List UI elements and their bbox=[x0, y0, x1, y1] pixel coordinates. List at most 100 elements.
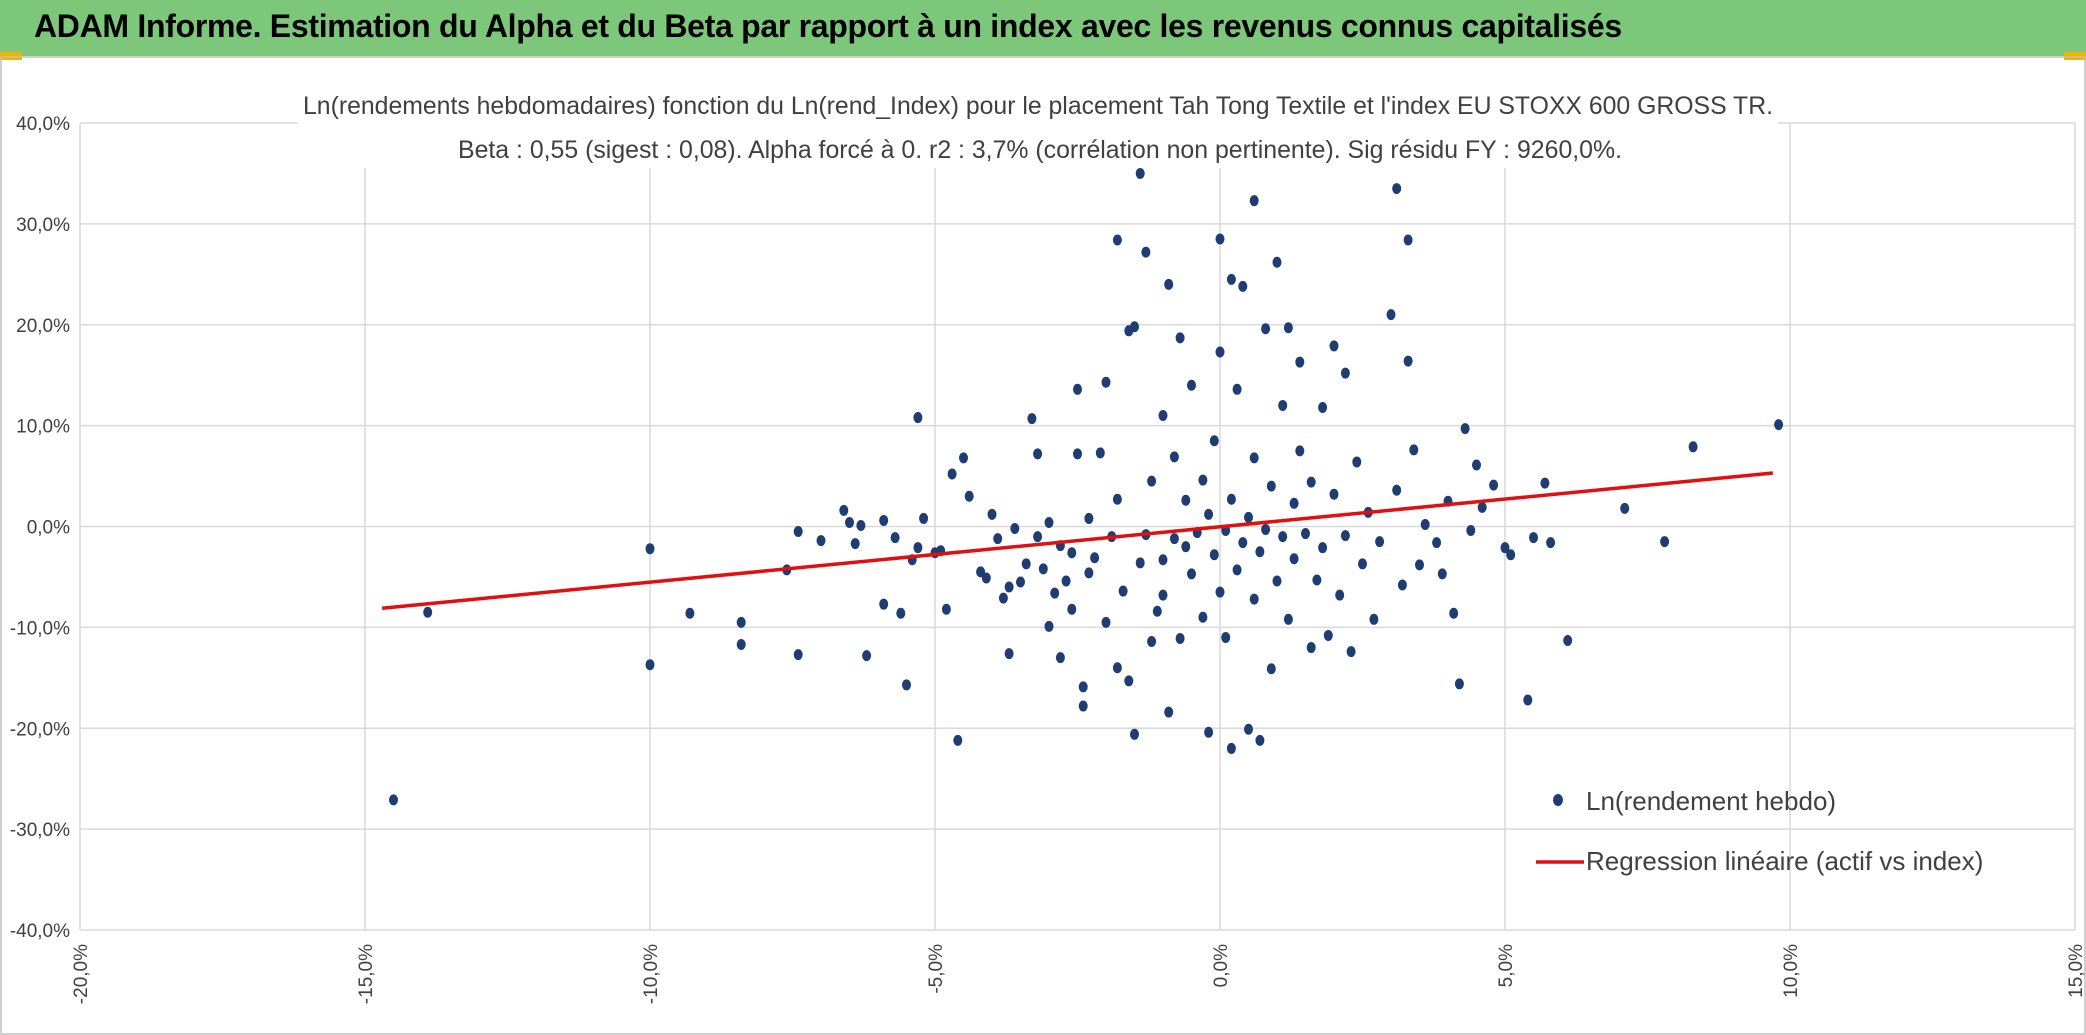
data-point bbox=[1209, 435, 1219, 447]
data-point bbox=[1090, 552, 1100, 564]
data-point bbox=[856, 519, 866, 531]
data-point bbox=[1244, 511, 1253, 523]
data-point bbox=[1101, 376, 1111, 388]
data-point bbox=[1249, 195, 1259, 207]
data-point bbox=[1500, 542, 1510, 554]
data-point bbox=[902, 679, 911, 691]
y-tick-label: -40,0% bbox=[10, 921, 70, 942]
data-point bbox=[1397, 579, 1407, 591]
data-point bbox=[1101, 616, 1111, 628]
x-tick-label: -20,0% bbox=[71, 944, 92, 1004]
y-tick-label: 20,0% bbox=[16, 316, 70, 337]
data-point bbox=[1266, 663, 1276, 675]
data-point bbox=[1112, 662, 1122, 674]
data-point bbox=[1323, 629, 1333, 641]
data-point bbox=[1266, 480, 1276, 492]
data-point bbox=[1118, 585, 1128, 597]
data-point bbox=[1272, 256, 1282, 268]
data-point bbox=[1529, 532, 1538, 544]
data-point bbox=[1067, 603, 1077, 615]
data-point bbox=[1335, 589, 1345, 601]
data-point bbox=[1004, 648, 1014, 660]
y-tick-label: 40,0% bbox=[16, 114, 70, 135]
data-point bbox=[1204, 726, 1214, 738]
data-point bbox=[1055, 652, 1065, 664]
data-point bbox=[1141, 246, 1151, 258]
data-point bbox=[1386, 309, 1396, 321]
data-point bbox=[1420, 518, 1430, 530]
data-point bbox=[1158, 410, 1168, 422]
data-point bbox=[1301, 528, 1310, 540]
data-point bbox=[1289, 553, 1299, 565]
data-point bbox=[941, 603, 951, 615]
data-point bbox=[1158, 554, 1168, 566]
data-point bbox=[1403, 355, 1413, 367]
data-point bbox=[1403, 234, 1413, 246]
data-point bbox=[1124, 675, 1134, 687]
data-point bbox=[645, 659, 655, 671]
data-point bbox=[1295, 445, 1305, 457]
data-point bbox=[1660, 536, 1670, 548]
data-point bbox=[1261, 323, 1271, 335]
data-point bbox=[793, 649, 803, 661]
x-tick-label: -15,0% bbox=[356, 944, 377, 1004]
legend-marker-scatter bbox=[1553, 794, 1563, 806]
data-point bbox=[1027, 413, 1037, 425]
data-point bbox=[736, 616, 746, 628]
data-point bbox=[1466, 525, 1476, 537]
data-point bbox=[1306, 642, 1316, 654]
data-point bbox=[1164, 706, 1174, 718]
data-point bbox=[1198, 611, 1208, 623]
x-tick-label: 0,0% bbox=[1211, 944, 1232, 987]
data-point bbox=[1175, 632, 1185, 644]
x-tick-label: 15,0% bbox=[2066, 944, 2086, 998]
data-point bbox=[1244, 723, 1253, 735]
data-point bbox=[850, 538, 860, 550]
data-point bbox=[862, 650, 872, 662]
data-point bbox=[1289, 497, 1299, 509]
data-point bbox=[993, 533, 1003, 545]
data-point bbox=[913, 542, 923, 554]
data-point bbox=[1477, 501, 1487, 513]
y-tick-label: -20,0% bbox=[10, 719, 70, 740]
data-point bbox=[1021, 558, 1031, 570]
data-point bbox=[1283, 613, 1293, 625]
data-point bbox=[1540, 477, 1550, 489]
data-point bbox=[1226, 273, 1236, 285]
data-point bbox=[423, 606, 433, 618]
data-point bbox=[1523, 694, 1533, 706]
data-point bbox=[964, 490, 974, 502]
data-point bbox=[896, 607, 906, 619]
data-point bbox=[1238, 280, 1248, 292]
data-point bbox=[1392, 183, 1402, 195]
data-point bbox=[1375, 536, 1385, 548]
data-point bbox=[1432, 537, 1442, 549]
data-point bbox=[1033, 531, 1043, 543]
data-point bbox=[1044, 516, 1054, 528]
data-point bbox=[1340, 530, 1350, 542]
legend-label-line: Regression linéaire (actif vs index) bbox=[1586, 846, 1983, 876]
data-point bbox=[1175, 332, 1185, 344]
data-point bbox=[1004, 581, 1014, 593]
data-point bbox=[1061, 575, 1071, 587]
data-point bbox=[1329, 488, 1339, 500]
data-point bbox=[947, 468, 957, 480]
data-point bbox=[1774, 419, 1784, 431]
data-point bbox=[879, 514, 889, 526]
data-point bbox=[1472, 459, 1481, 471]
chart-border bbox=[0, 56, 2086, 1035]
y-tick-label: -10,0% bbox=[10, 618, 70, 639]
data-point bbox=[1130, 728, 1139, 740]
data-point bbox=[1152, 605, 1162, 617]
data-point bbox=[1204, 508, 1214, 520]
data-point bbox=[1016, 576, 1025, 588]
legend-label-scatter: Ln(rendement hebdo) bbox=[1586, 786, 1836, 816]
y-tick-label: -30,0% bbox=[10, 820, 70, 841]
corner-marker-right bbox=[2064, 52, 2086, 60]
report-banner: ADAM Informe. Estimation du Alpha et du … bbox=[0, 0, 2086, 56]
data-point bbox=[1449, 607, 1459, 619]
data-point bbox=[1078, 700, 1088, 712]
data-point bbox=[1278, 531, 1288, 543]
data-point bbox=[953, 734, 963, 746]
data-point bbox=[845, 516, 854, 528]
